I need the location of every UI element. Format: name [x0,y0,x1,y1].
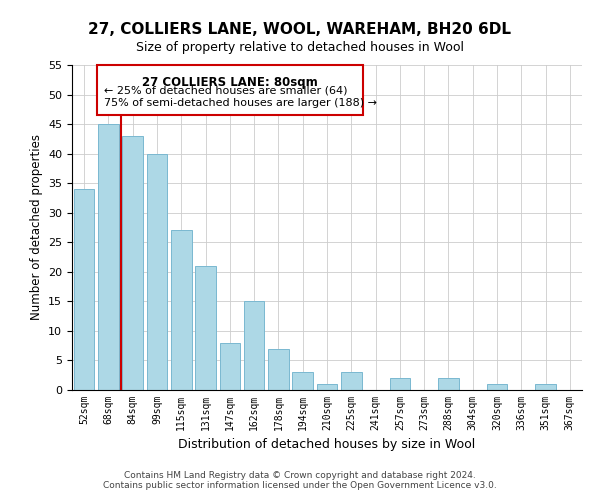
Bar [317,384,337,390]
Text: 27, COLLIERS LANE, WOOL, WAREHAM, BH20 6DL: 27, COLLIERS LANE, WOOL, WAREHAM, BH20 6… [89,22,511,38]
Bar [341,372,362,390]
Bar [74,189,94,390]
X-axis label: Distribution of detached houses by size in Wool: Distribution of detached houses by size … [178,438,476,452]
Bar [98,124,119,390]
Text: Contains public sector information licensed under the Open Government Licence v3: Contains public sector information licen… [103,480,497,490]
Bar [438,378,459,390]
Y-axis label: Number of detached properties: Number of detached properties [29,134,43,320]
FancyBboxPatch shape [97,65,364,115]
Bar [292,372,313,390]
Bar [171,230,191,390]
Bar [220,342,240,390]
Text: ← 25% of detached houses are smaller (64): ← 25% of detached houses are smaller (64… [104,86,347,96]
Bar [244,302,265,390]
Text: Size of property relative to detached houses in Wool: Size of property relative to detached ho… [136,41,464,54]
Text: 75% of semi-detached houses are larger (188) →: 75% of semi-detached houses are larger (… [104,98,377,108]
Text: Contains HM Land Registry data © Crown copyright and database right 2024.: Contains HM Land Registry data © Crown c… [124,470,476,480]
Bar [535,384,556,390]
Bar [195,266,216,390]
Bar [487,384,508,390]
Bar [268,348,289,390]
Bar [122,136,143,390]
Bar [146,154,167,390]
Bar [389,378,410,390]
Text: 27 COLLIERS LANE: 80sqm: 27 COLLIERS LANE: 80sqm [142,76,318,88]
